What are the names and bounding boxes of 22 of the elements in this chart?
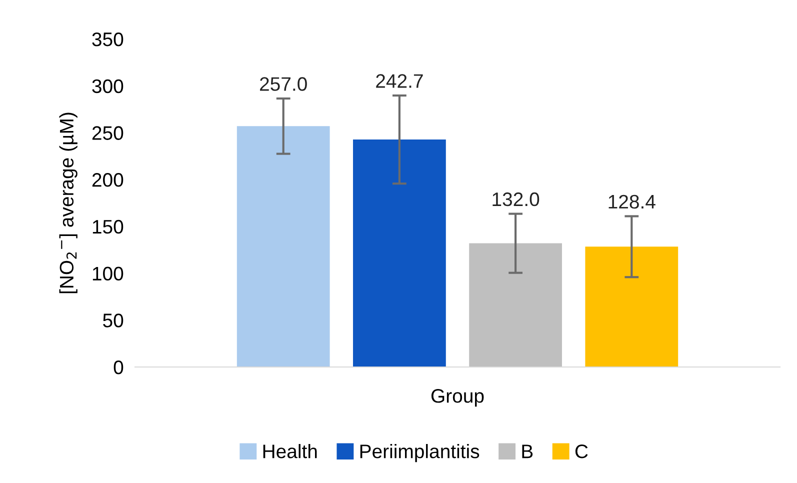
bar — [236, 126, 330, 367]
legend-label: C — [575, 444, 588, 458]
legend-label: B — [522, 444, 533, 458]
y-tick-label: 50 — [103, 314, 124, 328]
y-axis-title: [NO$_{2}$$^{−}$] average (µM) — [59, 112, 78, 294]
y-tick-label: 250 — [92, 126, 124, 140]
bar — [469, 243, 562, 367]
x-axis-title: Group — [431, 389, 484, 407]
y-tick-label: 300 — [92, 79, 124, 94]
data-label: 242.7 — [376, 74, 423, 88]
y-tick-label: 150 — [92, 220, 124, 234]
y-tick-label: 200 — [92, 173, 124, 187]
y-tick-label: 350 — [92, 32, 124, 46]
data-label: 128.4 — [608, 194, 656, 209]
legend-label: Periimplantitis — [360, 444, 480, 462]
bar — [585, 246, 678, 367]
y-tick-label: 100 — [92, 266, 124, 281]
y-tick-label: 0 — [114, 360, 124, 374]
data-label: 257.0 — [260, 77, 307, 91]
legend-label: Health — [263, 444, 317, 458]
bar — [353, 140, 446, 367]
data-label: 132.0 — [492, 192, 540, 206]
